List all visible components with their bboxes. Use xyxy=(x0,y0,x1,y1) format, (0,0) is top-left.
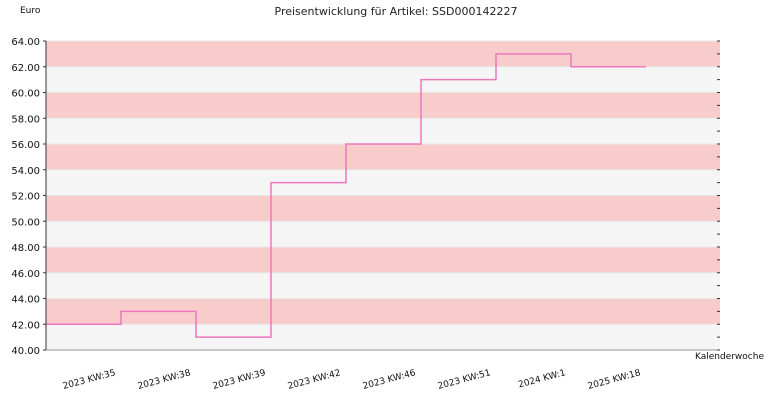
band xyxy=(46,66,720,93)
band xyxy=(46,221,720,247)
band xyxy=(46,195,720,222)
y-tick-labels: 40.00 42.00 44.00 46.00 48.00 50.00 52.00 54.00… xyxy=(11,37,46,357)
x-tick-label: 2023 KW:35 xyxy=(62,368,117,392)
y-tick-label: 52.00 xyxy=(11,192,40,203)
x-tick-label: 2023 KW:39 xyxy=(212,368,267,392)
y-tick-label: 40.00 xyxy=(11,346,40,357)
y-tick-label: 50.00 xyxy=(11,217,40,228)
band xyxy=(46,324,720,350)
band xyxy=(46,169,720,196)
y-tick-label: 64.00 xyxy=(11,37,40,48)
y-tick-label: 48.00 xyxy=(11,243,40,254)
right-axis-ticks xyxy=(717,40,720,351)
x-tick-labels: 2023 KW:35 2023 KW:38 2023 KW:39 2023 KW:42… xyxy=(62,368,642,392)
x-axis-unit-label: Kalenderwoche xyxy=(695,352,764,362)
y-tick-label: 54.00 xyxy=(11,166,40,177)
band xyxy=(46,118,720,144)
y-tick-label: 56.00 xyxy=(11,140,40,151)
band xyxy=(46,247,720,273)
y-tick-label: 60.00 xyxy=(11,89,40,100)
x-tick-label: 2023 KW:38 xyxy=(137,368,192,392)
y-tick-label: 46.00 xyxy=(11,269,40,280)
x-tick-label: 2023 KW:51 xyxy=(437,368,492,392)
background-bands xyxy=(46,41,720,350)
y-tick-label: 42.00 xyxy=(11,320,40,331)
y-tick-label: 44.00 xyxy=(11,295,40,306)
band xyxy=(46,92,720,119)
x-tick-label: 2023 KW:46 xyxy=(362,368,417,392)
x-tick-label: 2023 KW:42 xyxy=(287,368,342,392)
y-tick-label: 58.00 xyxy=(11,114,40,125)
price-step-line xyxy=(46,53,646,338)
band xyxy=(46,144,720,170)
chart-title: Preisentwicklung für Artikel: SSD0001422… xyxy=(275,5,518,18)
x-tick-label: 2024 KW:1 xyxy=(517,368,566,390)
band xyxy=(46,272,720,299)
band xyxy=(46,41,720,67)
x-tick-label: 2025 KW:18 xyxy=(587,368,642,392)
y-tick-label: 62.00 xyxy=(11,63,40,74)
y-axis-unit-label: Euro xyxy=(20,6,41,16)
